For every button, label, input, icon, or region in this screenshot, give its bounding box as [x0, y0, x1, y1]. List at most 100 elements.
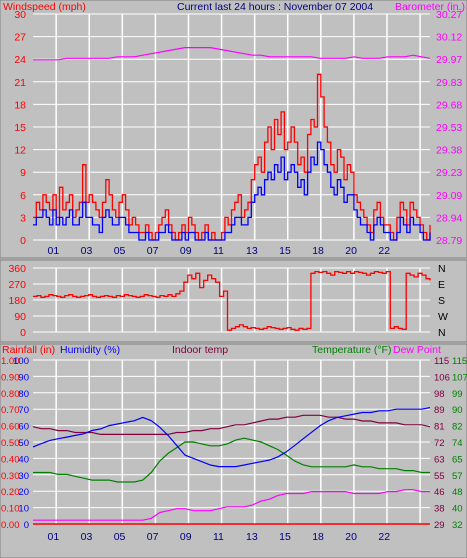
windspeed-tick: 27 — [14, 32, 26, 44]
climate-series — [32, 407, 431, 525]
barometer-tick: 29.09 — [436, 190, 462, 202]
barometer-tick: 29.83 — [436, 77, 462, 89]
rainfall-tick: 0.50 — [1, 438, 20, 449]
temperature-tick: 81 — [434, 422, 445, 433]
rainfall-tick: 0.00 — [1, 520, 20, 531]
climate-panel: Rainfall (in) Humidity (%) Indoor temp T… — [0, 343, 467, 558]
windspeed-tick: 3 — [20, 212, 26, 224]
compass-tick: N — [438, 263, 446, 275]
barometer-tick: 29.38 — [436, 145, 462, 157]
dew-point-tick: 74 — [452, 438, 463, 449]
humidity-line — [32, 407, 431, 468]
wind-panel-frame — [0, 0, 467, 259]
wind-direction-line — [33, 270, 431, 331]
climate-hour-axis: 01 03 05 07 09 11 13 15 18 20 22 — [48, 531, 391, 543]
hour-tick: 07 — [147, 531, 159, 543]
hour-tick: 20 — [345, 245, 357, 257]
temperature-tick: 98 — [434, 389, 445, 400]
humidity-tick: 60 — [18, 422, 29, 433]
rainfall-tick: 0.30 — [1, 471, 20, 482]
direction-tick: 180 — [8, 295, 26, 307]
wind-panel: Windspeed (mph) Current last 24 hours : … — [0, 0, 467, 259]
hour-tick: 18 — [312, 245, 324, 257]
dew-point-tick: 82 — [452, 422, 463, 433]
windspeed-label: Windspeed (mph) — [3, 1, 86, 13]
wind-gust-line — [33, 73, 431, 241]
dew-point-tick: 32 — [452, 520, 463, 531]
wind-grid — [33, 13, 430, 241]
temperature-tick: 115 — [434, 356, 449, 367]
windspeed-tick: 12 — [14, 145, 26, 157]
dew-point-axis: 32 40 48 57 65 74 82 90 99 107 115 — [452, 356, 467, 531]
windspeed-tick: 18 — [14, 99, 26, 111]
barometer-axis: 28.79 28.94 29.09 29.23 29.38 29.53 29.68 29.83… — [436, 9, 462, 247]
temperature-axis: 29 38 46 55 63 72 81 89 98 106 115 — [434, 356, 450, 531]
barometer-tick: 29.53 — [436, 122, 462, 134]
rainfall-tick: 0.60 — [1, 422, 20, 433]
rainfall-tick: 1.00 — [1, 356, 20, 367]
direction-tick: 0 — [20, 327, 26, 339]
barometer-label: Barometer (in.) — [395, 1, 465, 13]
humidity-label: Humidity (%) — [60, 344, 120, 356]
windspeed-tick: 21 — [14, 77, 26, 89]
hour-tick: 03 — [81, 531, 93, 543]
dew-point-tick: 48 — [452, 487, 463, 498]
direction-grid — [33, 267, 430, 333]
hour-tick: 22 — [378, 531, 390, 543]
barometer-line — [33, 46, 431, 61]
temperature-label: Temperature (°F) — [312, 344, 391, 356]
barometer-tick: 30.27 — [436, 9, 462, 21]
windspeed-tick: 0 — [20, 235, 26, 247]
direction-tick: 270 — [8, 279, 26, 291]
indoor-temp-label: Indoor temp — [172, 344, 228, 356]
compass-tick: W — [438, 311, 448, 323]
wind-average-line — [33, 141, 431, 241]
hour-tick: 13 — [246, 245, 258, 257]
rainfall-tick: 0.80 — [1, 389, 20, 400]
hour-tick: 01 — [48, 531, 60, 543]
temperature-tick: 55 — [434, 471, 445, 482]
dew-point-label: Dew Point — [393, 344, 441, 356]
humidity-tick: 10 — [18, 504, 29, 515]
hour-tick: 05 — [114, 531, 126, 543]
dew-point-tick: 65 — [452, 454, 463, 465]
direction-panel-frame — [0, 259, 467, 343]
windspeed-tick: 9 — [20, 167, 26, 179]
dew-point-line — [33, 489, 430, 521]
rainfall-tick: 0.10 — [1, 504, 20, 515]
barometer-tick: 29.97 — [436, 54, 462, 66]
wind-hour-axis: 01 03 05 07 09 11 13 15 18 20 22 — [48, 245, 391, 257]
temperature-tick: 89 — [434, 405, 445, 416]
dew-point-tick: 99 — [452, 389, 463, 400]
temperature-line — [33, 437, 430, 483]
humidity-axis: 0 10 20 30 40 50 60 70 80 90 100 — [13, 356, 29, 531]
windspeed-axis: 0 3 6 9 12 15 18 21 24 27 30 — [14, 9, 26, 247]
humidity-tick: 80 — [18, 389, 29, 400]
dew-point-tick: 40 — [452, 504, 463, 515]
humidity-tick: 70 — [18, 405, 29, 416]
hour-tick: 07 — [147, 245, 159, 257]
compass-tick: E — [438, 279, 445, 291]
humidity-tick: 20 — [18, 487, 29, 498]
hour-tick: 09 — [180, 531, 192, 543]
hour-tick: 22 — [378, 245, 390, 257]
hour-tick: 13 — [246, 531, 258, 543]
hour-tick: 09 — [180, 245, 192, 257]
humidity-tick: 100 — [13, 356, 29, 367]
climate-panel-frame — [0, 343, 467, 558]
rainfall-tick: 0.40 — [1, 454, 20, 465]
hour-tick: 03 — [81, 245, 93, 257]
rainfall-label: Rainfall (in) — [2, 344, 55, 356]
barometer-tick: 29.23 — [436, 167, 462, 179]
humidity-tick: 30 — [18, 471, 29, 482]
hour-tick: 11 — [213, 245, 224, 257]
hour-tick: 15 — [279, 245, 291, 257]
humidity-tick: 90 — [18, 372, 29, 383]
dew-point-tick: 107 — [452, 372, 467, 383]
temperature-tick: 106 — [434, 372, 450, 383]
direction-axis: 0 90 180 270 360 — [8, 263, 26, 339]
humidity-tick: 40 — [18, 454, 29, 465]
